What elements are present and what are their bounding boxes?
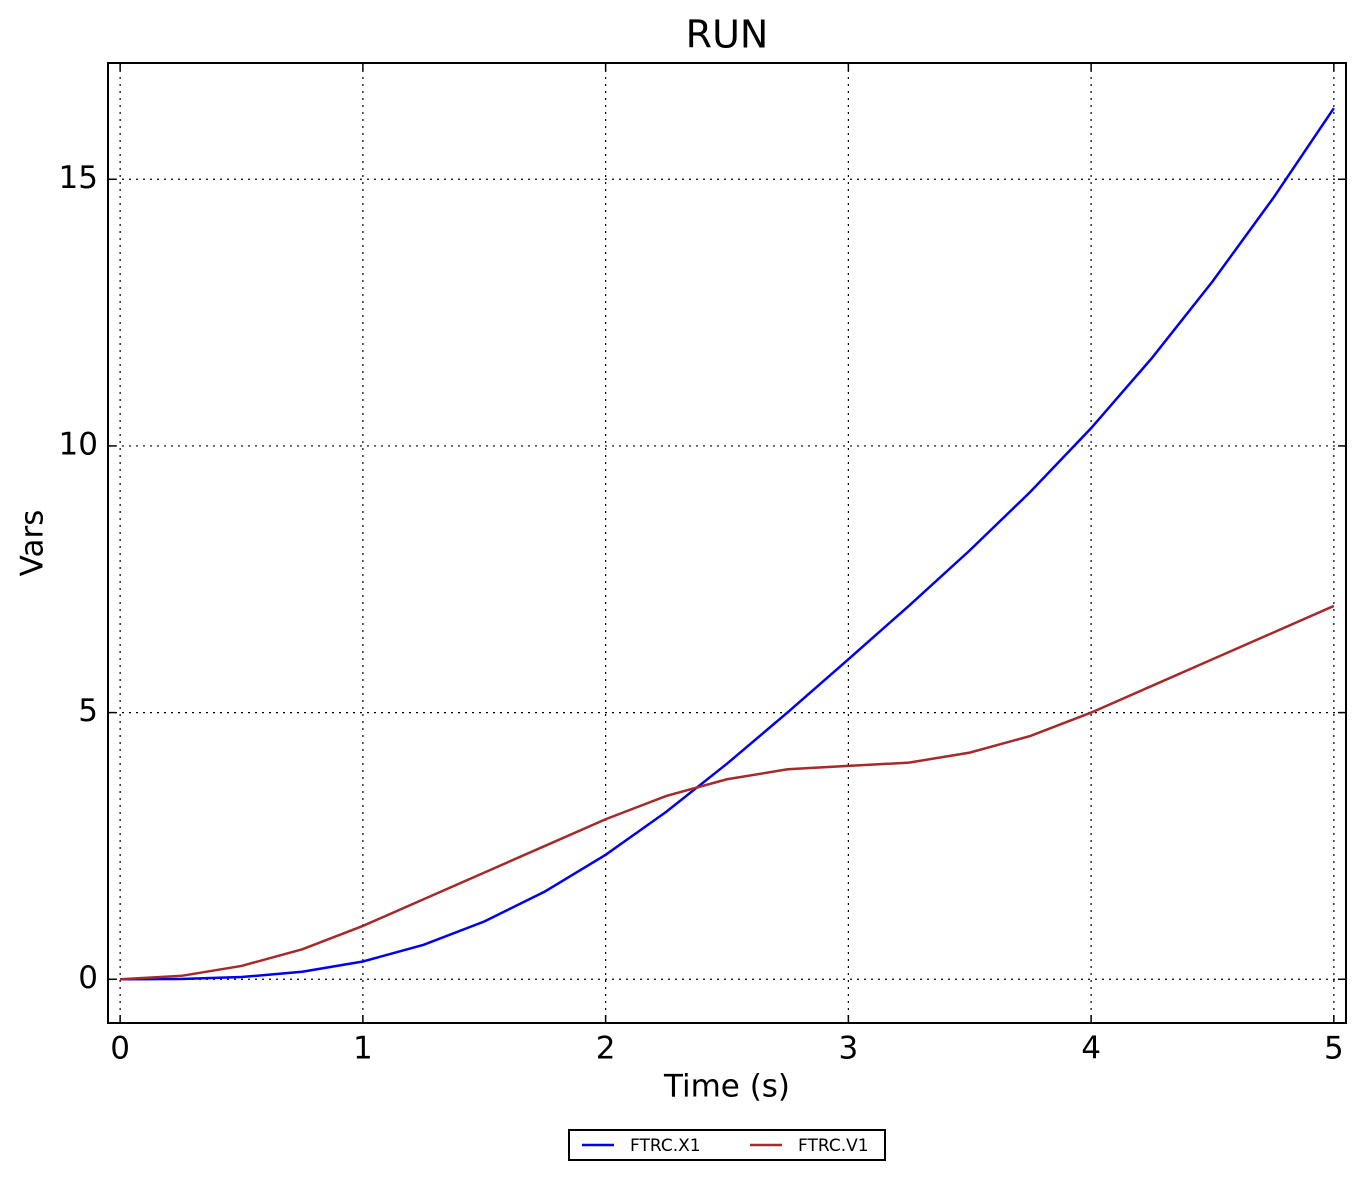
- x-tick-label: 2: [596, 1031, 616, 1067]
- legend-label: FTRC.V1: [798, 1136, 869, 1156]
- y-tick-label: 10: [59, 426, 98, 462]
- line-series: [120, 107, 1335, 981]
- x-axis-label: Time (s): [663, 1069, 790, 1105]
- plot-frame: [107, 62, 1347, 1024]
- x-tick-label: 0: [110, 1031, 130, 1067]
- y-tick-label: 15: [59, 160, 98, 196]
- y-tick-label: 0: [78, 960, 98, 996]
- legend: FTRC.X1 FTRC.V1: [568, 1129, 886, 1161]
- chart-title: RUN: [686, 13, 769, 57]
- x-tick-label: 5: [1324, 1031, 1344, 1067]
- x-tick-label: 3: [839, 1031, 859, 1067]
- y-axis-label: Vars: [15, 510, 51, 577]
- x-tick-label: 1: [353, 1031, 373, 1067]
- y-tick-label: 5: [78, 693, 98, 729]
- x-tick-label: 4: [1081, 1031, 1101, 1067]
- legend-box: [568, 1129, 886, 1161]
- line-series: [120, 604, 1335, 981]
- legend-label: FTRC.X1: [630, 1136, 701, 1156]
